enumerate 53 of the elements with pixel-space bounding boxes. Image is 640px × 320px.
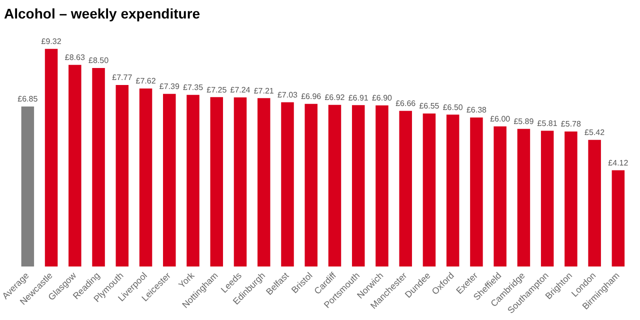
- bar: [116, 85, 129, 267]
- data-label: £6.50: [442, 102, 464, 112]
- data-label: £8.63: [64, 53, 86, 62]
- data-label: £9.32: [41, 37, 62, 46]
- data-label: £6.92: [324, 93, 346, 102]
- chart-title: Alcohol – weekly expenditure: [4, 5, 200, 22]
- bar: [139, 88, 152, 267]
- bar: [564, 131, 578, 267]
- data-label: £6.85: [18, 94, 38, 104]
- data-label: £7.25: [206, 85, 228, 94]
- data-label: £7.21: [254, 86, 274, 96]
- bar: [517, 128, 530, 267]
- data-label: £6.00: [490, 114, 511, 124]
- bar: [446, 114, 460, 267]
- bar: [328, 104, 342, 267]
- bar: [44, 48, 58, 267]
- data-label: £6.55: [419, 102, 440, 111]
- data-label: £7.62: [136, 76, 156, 86]
- bar: [186, 94, 200, 267]
- data-label: £5.81: [537, 118, 558, 128]
- data-label: £5.42: [584, 128, 606, 138]
- bar: [234, 97, 247, 267]
- bar: [68, 64, 82, 267]
- bar: [422, 114, 436, 267]
- bar: [612, 170, 625, 267]
- data-label: £6.90: [372, 94, 393, 103]
- data-label: £7.35: [182, 83, 204, 92]
- data-label: £6.38: [466, 106, 488, 115]
- bar: [352, 105, 365, 267]
- bar: [588, 140, 601, 267]
- data-label: £8.50: [88, 56, 110, 66]
- bar: [92, 68, 105, 267]
- bar: [399, 110, 412, 267]
- data-label: £7.24: [230, 86, 251, 95]
- bar: [210, 97, 224, 267]
- bar: [258, 98, 270, 267]
- data-label: £7.03: [277, 90, 298, 100]
- data-label: £6.91: [348, 93, 369, 102]
- data-label: £4.12: [608, 158, 629, 168]
- bar: [470, 117, 483, 267]
- data-label: £6.96: [301, 92, 322, 102]
- data-label: £5.89: [514, 117, 534, 126]
- bar: [540, 130, 554, 267]
- bar: [21, 106, 34, 267]
- bar: [163, 94, 176, 267]
- data-label: £7.39: [159, 82, 180, 92]
- bar: [376, 105, 388, 267]
- bar: [304, 104, 318, 267]
- data-label: £7.77: [112, 73, 133, 82]
- bar: [281, 102, 294, 267]
- data-label: £6.66: [396, 99, 416, 108]
- data-label: £5.78: [560, 120, 582, 129]
- bar: [494, 126, 506, 267]
